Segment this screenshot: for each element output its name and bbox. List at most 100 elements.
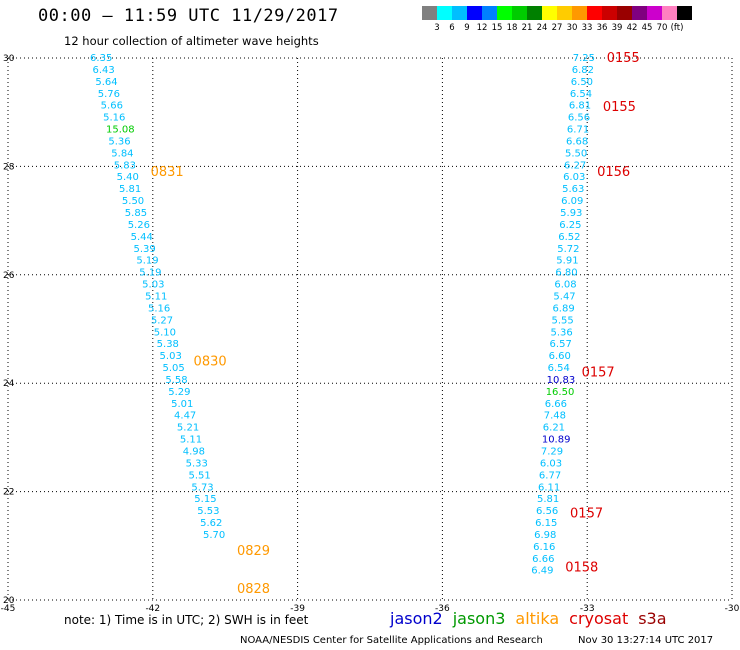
swh-value: 5.81 — [119, 184, 141, 195]
swh-value: 5.16 — [103, 113, 125, 124]
time-label: 0157 — [570, 506, 603, 521]
colorbar-tick-label: 45 — [641, 23, 653, 33]
y-tick-label: 26 — [3, 271, 15, 281]
colorbar-swatch — [572, 6, 587, 20]
colorbar-swatch — [617, 6, 632, 20]
x-tick-label: -36 — [435, 604, 450, 614]
swh-value: 15.08 — [106, 125, 135, 136]
swh-value: 6.27 — [564, 160, 586, 171]
swh-value: 6.11 — [538, 482, 560, 493]
swh-value: 6.57 — [550, 339, 572, 350]
swh-value: 5.38 — [157, 339, 179, 350]
swh-value: 6.66 — [532, 554, 554, 565]
swh-value: 10.83 — [547, 375, 576, 386]
swh-value: 5.03 — [142, 280, 164, 291]
colorbar-tick-label: 70 — [656, 23, 668, 33]
swh-value: 6.81 — [569, 101, 591, 112]
swh-value: 5.03 — [160, 351, 182, 362]
swh-value: 5.73 — [191, 482, 213, 493]
swh-value: 5.19 — [139, 268, 161, 279]
y-tick-label: 28 — [3, 162, 15, 172]
swh-value: 5.11 — [145, 291, 167, 302]
colorbar-tick-label: 39 — [611, 23, 623, 33]
colorbar-tick-label: 36 — [596, 23, 608, 33]
swh-value: 6.16 — [533, 542, 555, 553]
swh-value: 5.36 — [108, 136, 130, 147]
swh-value: 5.40 — [117, 172, 139, 183]
chart-subtitle: 12 hour collection of altimeter wave hei… — [64, 34, 319, 48]
time-label: 0831 — [151, 165, 184, 180]
swh-value: 5.53 — [197, 506, 219, 517]
swh-value: 6.56 — [536, 506, 558, 517]
time-label: 0157 — [582, 365, 615, 380]
swh-value: 5.16 — [148, 303, 170, 314]
colorbar-swatch — [587, 6, 602, 20]
swh-value: 5.63 — [562, 184, 584, 195]
swh-value: 5.64 — [95, 77, 117, 88]
swh-value: 6.09 — [561, 196, 583, 207]
y-tick-label: 30 — [3, 54, 15, 64]
colorbar-tick-label: 42 — [626, 23, 638, 33]
swh-value: 5.58 — [165, 375, 187, 386]
time-label: 0830 — [194, 355, 227, 370]
swh-value: 6.03 — [563, 172, 585, 183]
swh-value: 6.49 — [531, 566, 553, 577]
x-tick-label: -39 — [290, 604, 305, 614]
colorbar — [422, 6, 692, 20]
colorbar-tick-label: 30 — [566, 23, 578, 33]
swh-value: 5.50 — [122, 196, 144, 207]
swh-value: 4.47 — [174, 411, 196, 422]
swh-value: 5.84 — [111, 148, 133, 159]
colorbar-tick-label: (ft) — [670, 23, 684, 33]
colorbar-swatch — [602, 6, 617, 20]
swh-value: 5.39 — [133, 244, 155, 255]
time-label: 0156 — [597, 165, 630, 180]
satellite-legend: jason2 jason3 altika cryosat s3a — [390, 609, 677, 628]
time-label: 0828 — [237, 582, 270, 597]
swh-value: 4.98 — [183, 446, 205, 457]
colorbar-swatch — [662, 6, 677, 20]
swh-value: 6.77 — [539, 470, 561, 481]
satellite-legend-s3a: s3a — [638, 609, 667, 628]
swh-value: 5.19 — [136, 256, 158, 267]
x-tick-label: -30 — [725, 604, 740, 614]
colorbar-tick-label: 18 — [506, 23, 518, 33]
swh-value: 7.25 — [573, 53, 595, 64]
colorbar-tick-label: 27 — [551, 23, 563, 33]
colorbar-tick-label: 15 — [491, 23, 503, 33]
swh-value: 5.11 — [180, 435, 202, 446]
swh-value: 6.43 — [92, 65, 114, 76]
credit-text: NOAA/NESDIS Center for Satellite Applica… — [240, 635, 543, 646]
x-tick-label: -45 — [1, 604, 16, 614]
swh-value: 5.10 — [154, 327, 176, 338]
colorbar-swatch — [467, 6, 482, 20]
swh-value: 6.21 — [543, 423, 565, 434]
swh-value: 5.91 — [556, 256, 578, 267]
swh-value: 5.36 — [551, 327, 573, 338]
colorbar-swatch — [647, 6, 662, 20]
colorbar-swatch — [452, 6, 467, 20]
colorbar-swatch — [512, 6, 527, 20]
swh-value: 5.26 — [128, 220, 150, 231]
timestamp-text: Nov 30 13:27:14 UTC 2017 — [578, 635, 714, 646]
swh-value: 5.01 — [171, 399, 193, 410]
satellite-legend-cryosat: cryosat — [569, 609, 629, 628]
swh-value: 5.21 — [177, 423, 199, 434]
swh-value: 6.15 — [535, 518, 557, 529]
swh-value: 5.15 — [194, 494, 216, 505]
x-tick-label: -33 — [580, 604, 595, 614]
swh-value: 5.27 — [151, 315, 173, 326]
swh-value: 5.93 — [560, 208, 582, 219]
colorbar-tick-label: 12 — [476, 23, 488, 33]
swh-value: 6.98 — [534, 530, 556, 541]
satellite-legend-jason3: jason3 — [452, 609, 506, 628]
colorbar-swatch — [557, 6, 572, 20]
swh-value: 5.81 — [537, 494, 559, 505]
swh-value: 6.60 — [549, 351, 571, 362]
swh-value: 6.35 — [90, 53, 112, 64]
colorbar-swatch — [482, 6, 497, 20]
swh-value: 6.08 — [554, 280, 576, 291]
colorbar-swatch — [497, 6, 512, 20]
colorbar-swatch — [542, 6, 557, 20]
